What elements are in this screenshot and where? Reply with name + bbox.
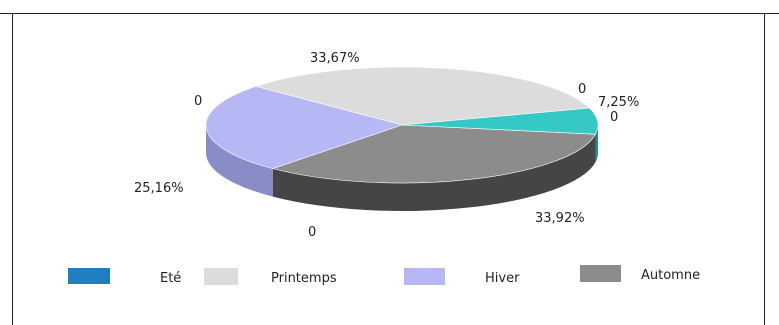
legend-swatch-automne: [580, 265, 621, 282]
zero-label: 0: [578, 82, 586, 97]
zero-label: 0: [308, 225, 316, 240]
pie-sides: [206, 125, 598, 211]
pie-side-slice-5: [595, 125, 598, 163]
pie-slices: [205, 66, 599, 184]
legend-swatch-printemps: [204, 268, 238, 285]
pie-side-hiver: [206, 125, 273, 197]
legend-label-ete: Eté: [160, 271, 181, 286]
pie-side-automne: [272, 134, 596, 211]
frame-right-border: [764, 13, 765, 325]
zero-label: 0: [610, 110, 618, 125]
legend-label-printemps: Printemps: [271, 271, 337, 286]
data-label-automne: 33,92%: [535, 211, 585, 226]
zero-label: 0: [194, 94, 202, 109]
legend-label-automne: Automne: [641, 268, 700, 283]
legend-swatch-ete: [68, 268, 110, 284]
pie-slice-slice-5: [401, 107, 599, 135]
data-label-hiver: 25,16%: [134, 181, 184, 196]
pie-slice-hiver: [205, 86, 404, 169]
data-label-printemps: 33,67%: [310, 51, 360, 66]
legend-label-hiver: Hiver: [485, 271, 520, 286]
frame-top-border: [0, 13, 779, 14]
legend: Eté Printemps Hiver Automne: [68, 265, 700, 286]
legend-swatch-hiver: [404, 268, 445, 285]
pie-slice-printemps: [254, 66, 591, 126]
frame-left-border: [12, 13, 13, 325]
pie-slice-automne: [271, 124, 597, 184]
data-label-slice-5: 7,25%: [598, 95, 639, 110]
